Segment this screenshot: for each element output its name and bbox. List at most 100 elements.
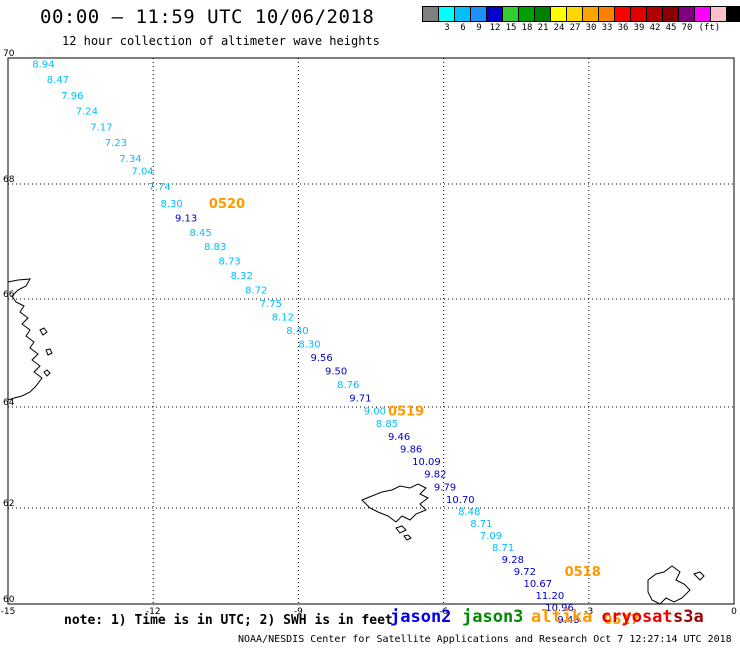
color-swatch: [535, 7, 551, 21]
faroe-islands: [361, 483, 429, 523]
color-scale-label: 3: [444, 23, 450, 33]
color-scale-label: 21: [537, 23, 549, 33]
wave-height-label: 10.70: [446, 495, 475, 506]
color-scale-label: 18: [521, 23, 533, 33]
pass-time-labels: 0520 0519 0518 0517: [209, 197, 640, 628]
wave-height-label: 8.94: [32, 59, 54, 70]
faroe-islet-2: [403, 534, 412, 541]
color-scale-label: 42: [649, 23, 661, 33]
lon-tick-label: -12: [146, 607, 161, 617]
greenland-islet-1: [39, 327, 48, 336]
wave-height-label: 8.83: [204, 242, 226, 253]
color-swatch: [503, 7, 519, 21]
wave-height-label: 9.82: [424, 470, 446, 481]
color-swatch: [583, 7, 599, 21]
lon-tick-label: -9: [294, 607, 303, 617]
wave-height-label: 8.40: [286, 326, 308, 337]
wave-height-label: 8.47: [47, 75, 69, 86]
wave-height-label: 9.46: [388, 432, 410, 443]
color-scale-label: 24: [553, 23, 565, 33]
color-swatch: [647, 7, 663, 21]
color-scale-bar: [422, 6, 740, 22]
mission-jason2: jason2: [390, 607, 452, 627]
color-swatch: [615, 7, 631, 21]
wave-height-label: 7.74: [148, 182, 170, 193]
color-scale-label: 36: [617, 23, 629, 33]
wave-height-label: 8.73: [219, 257, 241, 268]
greenland-islet-2: [45, 348, 53, 356]
wave-height-label: 8.71: [470, 519, 492, 530]
lon-tick-label: -6: [439, 607, 448, 617]
wave-height-label: 9.71: [349, 394, 371, 405]
wave-height-label: 9.13: [175, 213, 197, 224]
wave-height-label: 8.32: [231, 271, 253, 282]
shetland-islet: [693, 571, 705, 581]
color-swatch: [695, 7, 711, 21]
color-swatch: [455, 7, 471, 21]
mission-altika: altika: [531, 607, 593, 627]
wave-height-label: 7.23: [105, 138, 127, 149]
color-scale-label: 27: [569, 23, 581, 33]
coastlines: [7, 278, 705, 605]
color-scale-label: 30: [585, 23, 597, 33]
wave-height-label: 10.96: [545, 603, 574, 614]
lat-tick-label: 70: [3, 49, 15, 59]
color-swatch: [631, 7, 647, 21]
faroe-islet-1: [395, 525, 407, 534]
wave-height-label: 7.75: [260, 299, 282, 310]
color-swatch: [471, 7, 487, 21]
lon-tick-label: -3: [584, 607, 593, 617]
lon-tick-label: 0: [731, 607, 737, 617]
mission-jason3: jason3: [462, 607, 524, 627]
wave-height-label: 7.17: [90, 122, 112, 133]
lat-tick-label: 60: [3, 595, 15, 605]
lat-tick-label: 62: [3, 499, 14, 509]
wave-height-label: 8.48: [458, 507, 480, 518]
map-grid: [8, 58, 734, 604]
wave-height-label: 7.09: [480, 531, 502, 542]
credit-line: NOAA/NESDIS Center for Satellite Applica…: [238, 634, 732, 645]
note-text: note: 1) Time is in UTC; 2) SWH is in fe…: [64, 613, 393, 628]
wave-height-label: 9.28: [502, 555, 524, 566]
pass-time-label: 0519: [388, 405, 424, 420]
color-swatch: [711, 7, 727, 21]
color-scale-labels: 3 6 9 12 15 18 21 24 27 30 33 36 39 42 45 70 (ft): [422, 23, 740, 35]
color-swatch: [423, 7, 439, 21]
wave-height-label: 7.96: [61, 91, 83, 102]
color-scale-label: 33: [601, 23, 613, 33]
color-swatch: [599, 7, 615, 21]
wave-height-label: 8.30: [160, 199, 182, 210]
wave-height-label: 9.79: [434, 482, 456, 493]
color-scale-label: 6: [460, 23, 466, 33]
map-frame: [7, 57, 735, 605]
mission-s3a: s3a: [673, 607, 704, 627]
color-swatch: [663, 7, 679, 21]
color-scale-label: 70: [681, 23, 693, 33]
pass-time-label: 0520: [209, 197, 245, 212]
wave-height-label: 8.45: [190, 228, 212, 239]
wave-height-label: 11.20: [536, 591, 565, 602]
chart-title: 00:00 – 11:59 UTC 10/06/2018: [40, 6, 375, 28]
wave-height-label: 7.24: [76, 107, 98, 118]
wave-height-label: 9.86: [400, 444, 422, 455]
greenland-coast: [7, 278, 43, 401]
wave-height-label: 9.56: [311, 353, 333, 364]
wave-height-label: 8.30: [298, 340, 320, 351]
greenland-islet-3: [43, 369, 51, 377]
mission-cryosat: cryosat: [601, 607, 673, 627]
wave-height-label: 9.50: [325, 367, 347, 378]
wave-height-label: 9.72: [514, 567, 536, 578]
lat-tick-label: 66: [3, 290, 15, 300]
color-scale-label: 12: [489, 23, 501, 33]
color-swatch: [551, 7, 567, 21]
wave-height-observations: 8.94 8.47 7.96 7.24 7.17 7.23 7.34 7.04 7.74 8.30…: [32, 59, 579, 626]
wave-height-label: 10.67: [523, 579, 552, 590]
color-scale-label: 39: [633, 23, 645, 33]
axis-tick-labels: 60 62 64 66 68 70 -15 -12 -9 -6 -3 0: [1, 49, 737, 617]
wave-height-label: 8.72: [245, 285, 267, 296]
color-swatch: [679, 7, 695, 21]
wave-height-label: 10.09: [412, 457, 441, 468]
lon-tick-label: -15: [1, 607, 16, 617]
pass-time-label: 0517: [603, 613, 639, 628]
